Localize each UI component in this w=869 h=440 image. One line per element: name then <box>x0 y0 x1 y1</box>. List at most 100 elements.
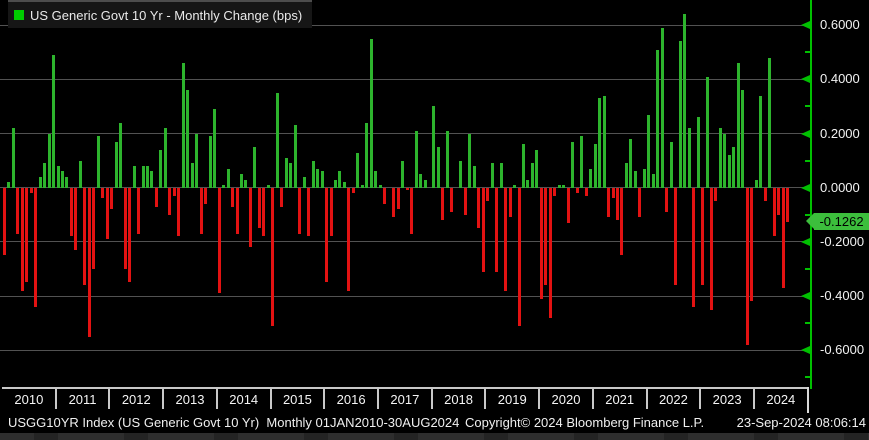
bar-down <box>383 187 387 204</box>
plot-area[interactable] <box>0 0 869 389</box>
bar-up <box>374 171 378 188</box>
y-major-tick <box>801 183 810 192</box>
bar-up <box>647 114 651 188</box>
bar-down <box>674 187 678 286</box>
bar-up <box>181 63 185 188</box>
y-minor-tick <box>805 268 811 270</box>
x-year-tick <box>215 389 218 409</box>
bar-down <box>410 187 414 234</box>
bar-down <box>83 187 87 286</box>
y-tick-label: -0.6000 <box>820 342 865 358</box>
x-year-label: 2014 <box>229 392 259 407</box>
bar-up <box>687 128 691 188</box>
chart-legend[interactable]: US Generic Govt 10 Yr - Monthly Change (… <box>8 0 313 28</box>
bar-up <box>423 179 427 188</box>
last-price-tag: -0.1262 <box>806 213 869 231</box>
bar-up <box>222 185 226 188</box>
bar-down <box>172 187 176 196</box>
bar-up <box>52 54 55 188</box>
bar-up <box>159 149 163 188</box>
bar-up <box>669 141 673 188</box>
y-major-tick <box>801 21 810 30</box>
bar-down <box>548 187 552 318</box>
x-year-label: 2013 <box>175 392 205 407</box>
bar-down <box>486 187 490 202</box>
bar-up <box>195 133 199 188</box>
bar-up <box>342 182 346 188</box>
bar-up <box>535 149 539 188</box>
y-tick-label: 0.2000 <box>820 125 860 141</box>
bar-down <box>405 187 409 191</box>
y-tick-label: 0.4000 <box>820 71 860 87</box>
x-year-label: 2023 <box>712 392 742 407</box>
x-year-label: 2020 <box>551 392 581 407</box>
x-year-tick <box>538 389 541 409</box>
bar-down <box>392 187 396 218</box>
x-year-tick <box>269 389 272 409</box>
gridline <box>0 24 812 26</box>
bar-up <box>660 27 664 188</box>
bar-up <box>472 166 476 188</box>
bar-down <box>786 187 790 222</box>
bar-down <box>257 187 261 229</box>
bar-up <box>302 176 306 188</box>
bar-up <box>378 185 382 188</box>
bar-down <box>34 187 38 307</box>
bar-up <box>727 155 731 188</box>
bar-up <box>436 147 440 188</box>
bar-down <box>745 187 749 345</box>
y-tick-label: -0.2000 <box>820 233 865 249</box>
bar-up <box>119 122 123 188</box>
bar-up <box>7 182 11 188</box>
gridline <box>0 295 812 297</box>
y-minor-tick <box>805 322 811 325</box>
x-year-tick <box>430 389 433 409</box>
bar-up <box>293 125 297 188</box>
bar-up <box>696 117 700 188</box>
bar-up <box>589 168 593 188</box>
bar-down <box>396 187 400 210</box>
bar-down <box>69 187 73 237</box>
x-year-label: 2024 <box>766 392 796 407</box>
bar-up <box>624 163 628 188</box>
bar-down <box>168 187 172 215</box>
bar-down <box>271 187 275 326</box>
bar-down <box>325 187 328 283</box>
bar-up <box>526 179 530 188</box>
bar-up <box>338 171 342 188</box>
bar-down <box>307 187 311 237</box>
bar-down <box>504 187 508 291</box>
bar-down <box>92 187 96 269</box>
bar-up <box>401 160 405 188</box>
bar-up <box>736 63 740 188</box>
bar-up <box>226 168 230 188</box>
bar-up <box>275 92 279 188</box>
bar-up <box>580 136 584 188</box>
footer-timestamp: 23-Sep-2024 08:06:14 <box>736 415 866 430</box>
bar-down <box>248 187 252 248</box>
bar-down <box>772 187 776 237</box>
bar-down <box>539 187 543 299</box>
bar-up <box>146 166 149 188</box>
bar-down <box>105 187 109 240</box>
x-axis-line <box>2 387 808 389</box>
bar-up <box>718 128 722 188</box>
bar-down <box>347 187 351 291</box>
y-axis-line <box>810 0 812 389</box>
bar-up <box>316 168 320 188</box>
bar-down <box>123 187 127 269</box>
bar-down <box>231 187 234 207</box>
bar-up <box>602 95 606 188</box>
bar-down <box>710 187 713 310</box>
bar-up <box>56 166 60 188</box>
bar-up <box>96 136 100 188</box>
gridline <box>0 241 812 243</box>
bar-down <box>616 187 619 221</box>
bar-up <box>754 179 758 188</box>
bar-up <box>459 160 463 188</box>
bar-up <box>11 128 15 188</box>
bar-down <box>584 187 588 196</box>
series-title: US Generic Govt 10 Yr - Monthly Change (… <box>30 7 303 23</box>
bar-down <box>177 187 181 237</box>
